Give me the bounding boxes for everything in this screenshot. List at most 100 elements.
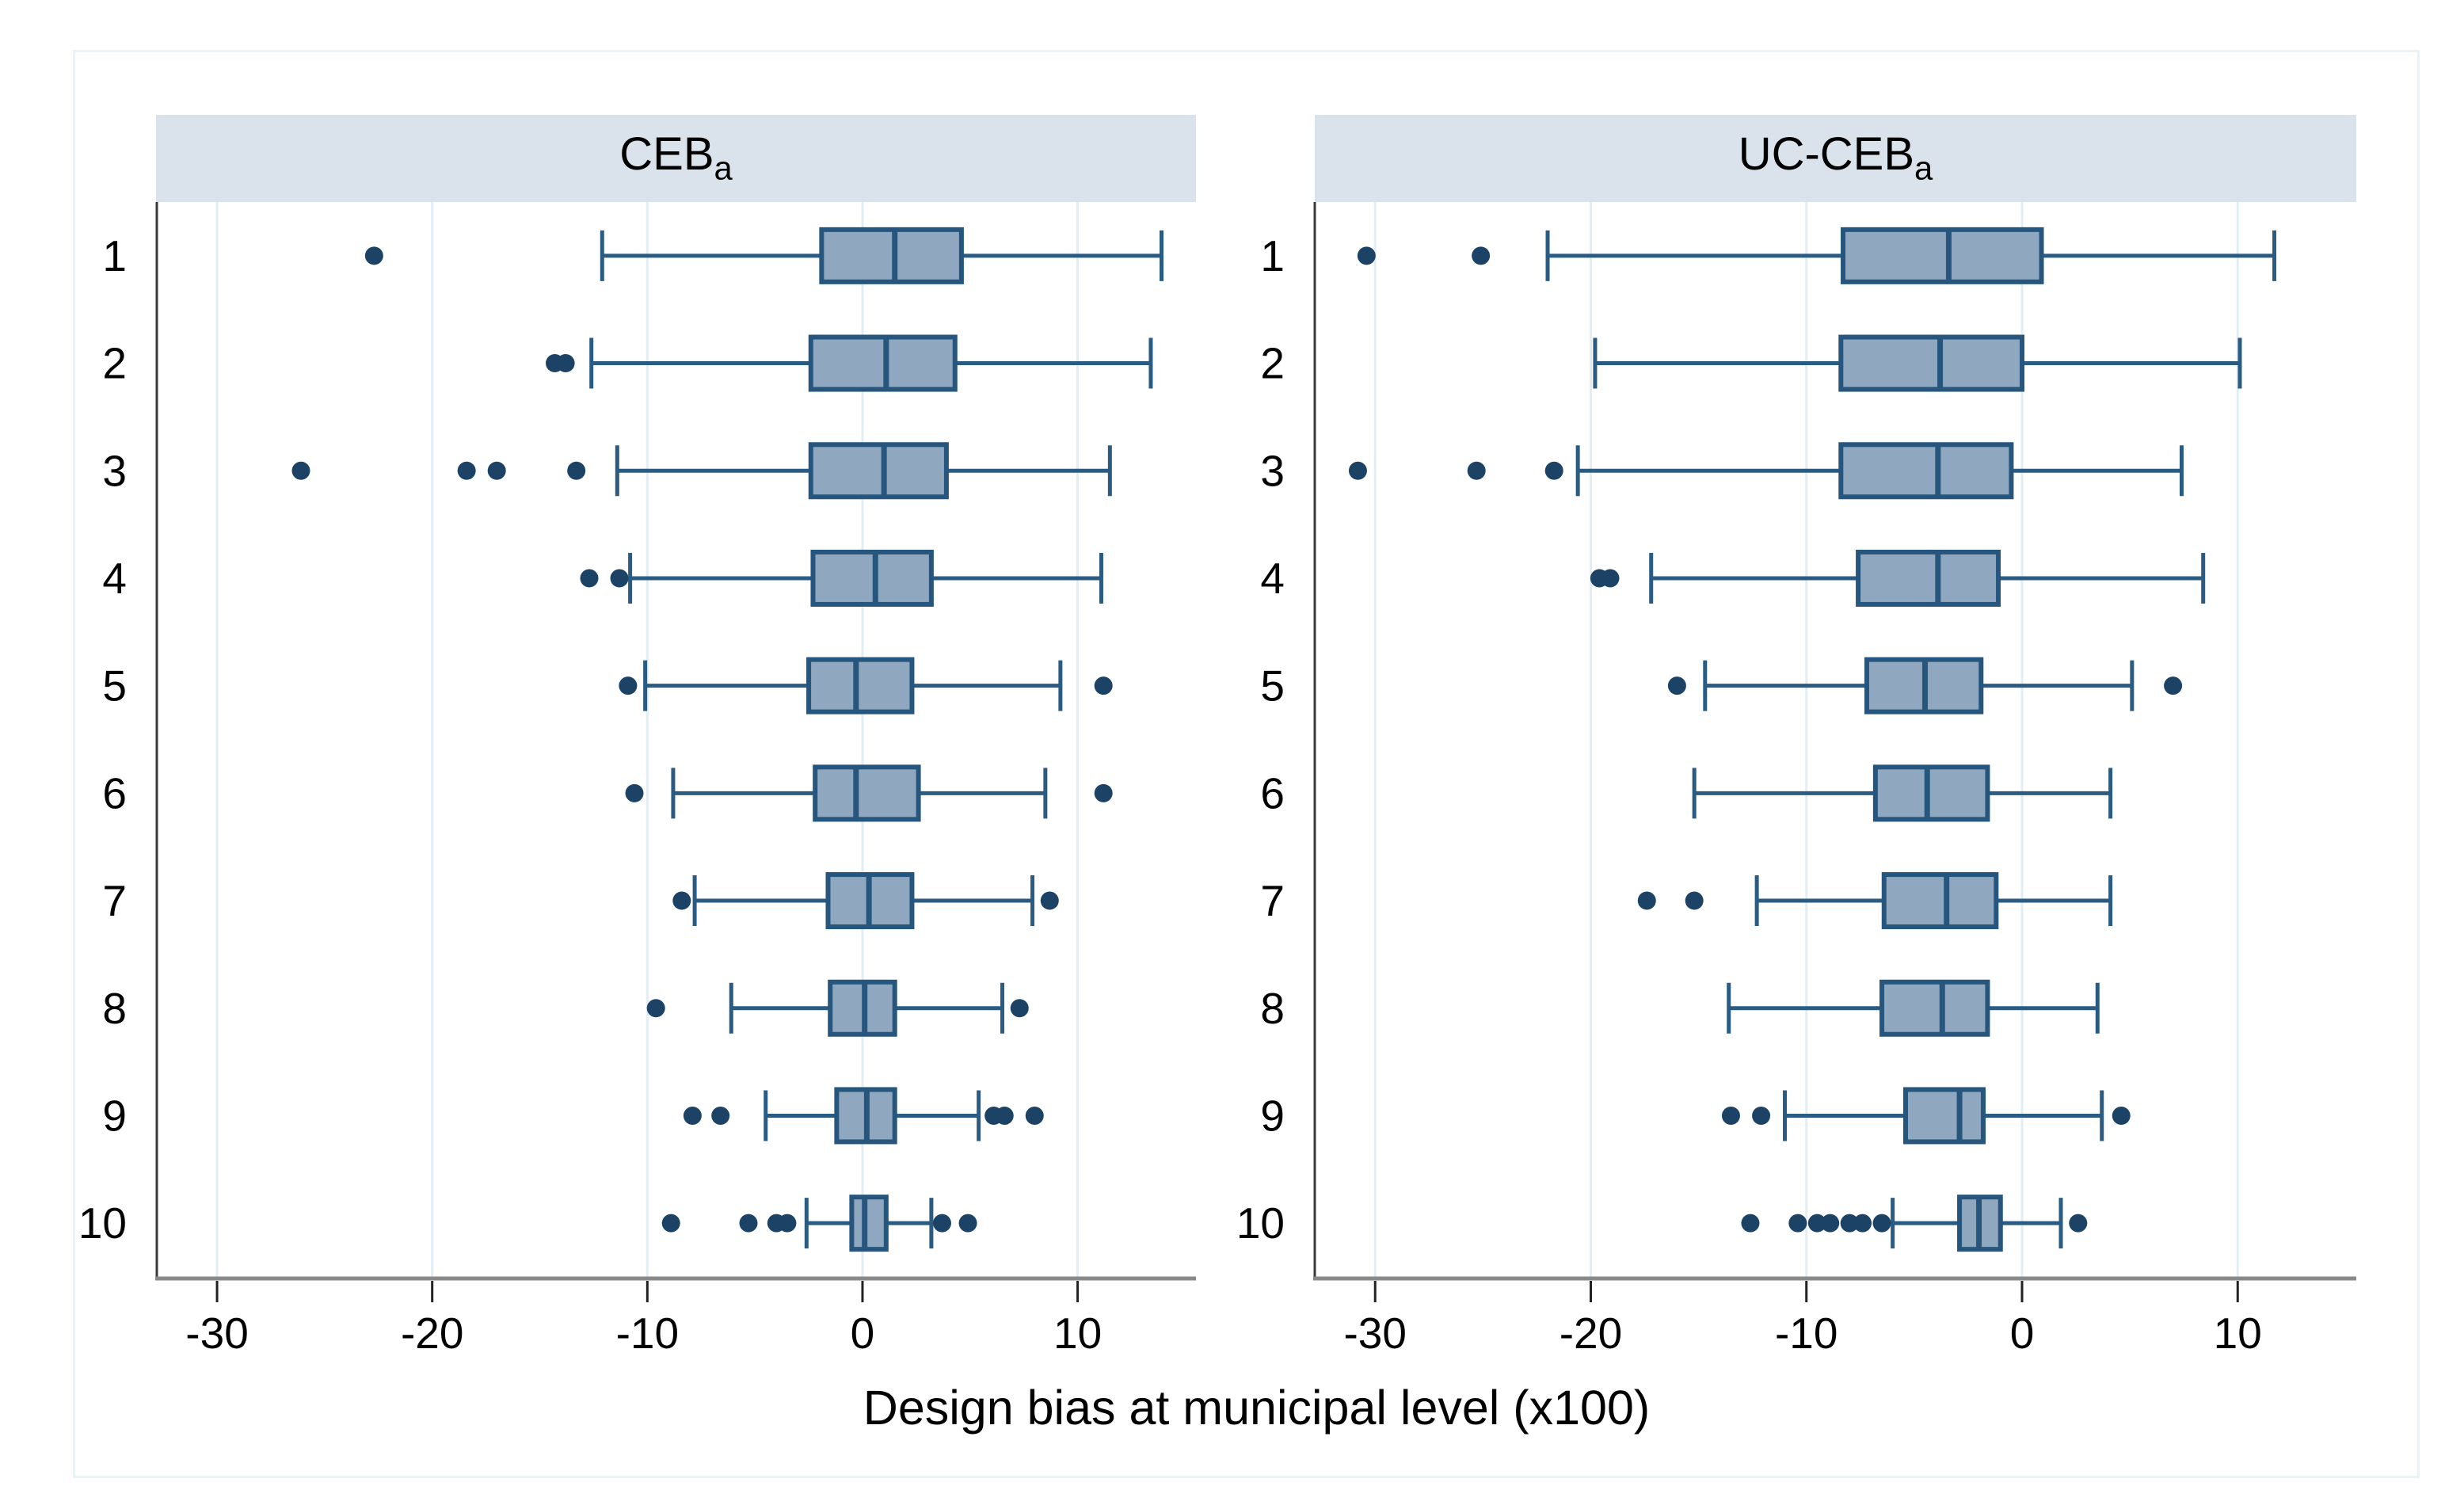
panel-title-right-subscript: a <box>1914 149 1933 187</box>
outlier-dot <box>1357 246 1376 265</box>
x-tick-label: -30 <box>1343 1309 1407 1358</box>
x-tick-label: -10 <box>1775 1309 1838 1358</box>
outlier-dot <box>1472 246 1491 265</box>
box <box>1838 442 2014 500</box>
category-label: 3 <box>1260 446 1285 495</box>
outlier-dot <box>1741 1214 1760 1233</box>
outlier-dot <box>958 1214 977 1233</box>
category-label: 1 <box>102 231 127 280</box>
category-label: 5 <box>102 661 127 711</box>
outlier-dot <box>1094 676 1113 695</box>
outlier-dot <box>1807 1214 1826 1233</box>
category-label: 6 <box>1260 768 1285 817</box>
outlier-dot <box>1094 783 1113 802</box>
box <box>1841 227 2044 284</box>
x-tick-label: -20 <box>1560 1309 1623 1358</box>
outlier-dot <box>683 1106 702 1125</box>
outlier-dot <box>610 569 629 588</box>
box <box>813 764 921 822</box>
outlier-dot <box>1025 1106 1044 1125</box>
box <box>1856 549 2001 607</box>
panel-title-left-text: CEB <box>619 128 714 181</box>
outlier-dot <box>556 354 575 373</box>
outlier-dot <box>1601 569 1620 588</box>
category-label: 4 <box>102 554 127 603</box>
outlier-dot <box>1821 1214 1840 1233</box>
x-tick-label: -10 <box>616 1309 680 1358</box>
outlier-dot <box>1853 1214 1872 1233</box>
category-label: 7 <box>102 876 127 925</box>
box <box>808 442 949 500</box>
box <box>810 549 934 607</box>
category-label: 9 <box>102 1091 127 1140</box>
category-label: 8 <box>1260 984 1285 1033</box>
outlier-dot <box>1467 461 1486 480</box>
category-label: 8 <box>102 984 127 1033</box>
box <box>819 227 964 284</box>
panel-title-left-subscript: a <box>714 149 733 187</box>
outlier-dot <box>778 1214 797 1233</box>
panel-title-right: UC-CEBa <box>1739 131 1933 185</box>
outlier-dot <box>1637 891 1656 910</box>
box <box>1872 764 1990 822</box>
category-label: 3 <box>102 446 127 495</box>
outlier-dot <box>1752 1106 1771 1125</box>
outlier-dot <box>487 461 506 480</box>
box <box>1879 979 1990 1037</box>
panel-title-right-text: UC-CEB <box>1738 128 1915 181</box>
outlier-dot <box>2112 1106 2131 1125</box>
outlier-dot <box>646 999 665 1018</box>
outlier-dot <box>739 1214 758 1233</box>
outlier-dot <box>291 461 310 480</box>
category-label: 7 <box>1260 876 1285 925</box>
box <box>1838 334 2025 392</box>
x-axis-title: Design bias at municipal level (x100) <box>863 1381 1651 1435</box>
outlier-dot <box>625 783 644 802</box>
category-label: 5 <box>1260 661 1285 711</box>
outlier-dot <box>711 1106 730 1125</box>
category-label: 4 <box>1260 554 1285 603</box>
outlier-dot <box>672 891 691 910</box>
outlier-dot <box>364 246 383 265</box>
outlier-dot <box>619 676 638 695</box>
outlier-dot <box>1840 1214 1859 1233</box>
figure-border <box>73 50 2420 1478</box>
outlier-dot <box>567 461 586 480</box>
x-tick-label: 0 <box>2010 1309 2035 1358</box>
box <box>1902 1087 1986 1145</box>
outlier-dot <box>1685 891 1704 910</box>
category-label: 2 <box>102 339 127 388</box>
outlier-dot <box>932 1214 951 1233</box>
category-label: 2 <box>1260 339 1285 388</box>
outlier-dot <box>1544 461 1563 480</box>
outlier-dot <box>1788 1214 1807 1233</box>
outlier-dot <box>1872 1214 1891 1233</box>
panel-title-left: CEBa <box>619 131 733 185</box>
category-label: 10 <box>1236 1198 1285 1248</box>
box <box>849 1195 889 1252</box>
outlier-dot <box>457 461 476 480</box>
x-tick-label: -20 <box>401 1309 464 1358</box>
outlier-dot <box>661 1214 680 1233</box>
outlier-dot <box>1348 461 1367 480</box>
category-label: 9 <box>1260 1091 1285 1140</box>
x-tick-label: 10 <box>1053 1309 1102 1358</box>
category-label: 10 <box>78 1198 127 1248</box>
outlier-dot <box>995 1106 1014 1125</box>
x-tick-label: 10 <box>2214 1309 2262 1358</box>
outlier-dot <box>2164 676 2183 695</box>
box <box>1881 872 1999 930</box>
outlier-dot <box>2069 1214 2088 1233</box>
box <box>808 334 958 392</box>
panel-title-band-right: UC-CEBa <box>1315 115 2356 202</box>
outlier-dot <box>1721 1106 1740 1125</box>
outlier-dot <box>1040 891 1059 910</box>
category-label: 6 <box>102 768 127 817</box>
category-label: 1 <box>1260 231 1285 280</box>
outlier-dot <box>1010 999 1029 1018</box>
outlier-dot <box>580 569 599 588</box>
outlier-dot <box>1667 676 1686 695</box>
x-tick-label: -30 <box>185 1309 249 1358</box>
